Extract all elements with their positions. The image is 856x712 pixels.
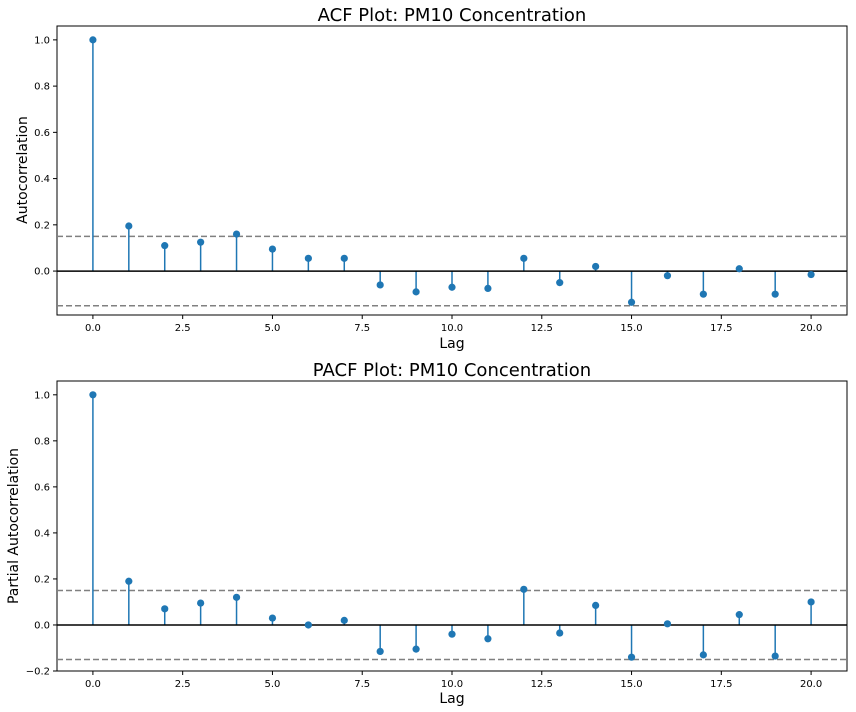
pacf-xtick-label: 10.0 [441, 679, 463, 690]
acf-marker-lag-14 [592, 262, 600, 271]
pacf-marker-lag-7 [340, 616, 348, 624]
acf-xtick-label: 2.5 [175, 323, 191, 334]
acf-ytick-label: 0.4 [34, 174, 50, 185]
acf-ytick-label: 0.2 [34, 220, 50, 231]
pacf-ylabel: Partial Autocorrelation [6, 448, 22, 604]
pacf-ytick-label: 0.0 [34, 620, 50, 631]
acf-marker-lag-13 [556, 279, 564, 287]
acf-marker-lag-18 [735, 265, 743, 273]
pacf-marker-lag-15 [627, 653, 636, 661]
acf-marker-lag-8 [376, 281, 384, 289]
pacf-marker-lag-18 [735, 611, 743, 619]
pacf-panel: PACF Plot: PM10 Concentration Lag Partia… [6, 360, 848, 707]
pacf-marker-lag-3 [197, 599, 205, 607]
pacf-xtick-label: 17.5 [710, 679, 732, 690]
pacf-marker-lag-2 [161, 605, 169, 613]
acf-title: ACF Plot: PM10 Concentration [318, 5, 587, 26]
pacf-marker-lag-16 [663, 620, 672, 628]
acf-xtick-label: 12.5 [531, 323, 553, 334]
pacf-xtick-label: 2.5 [175, 679, 191, 690]
acf-panel: ACF Plot: PM10 Concentration Lag Autocor… [15, 5, 848, 352]
acf-marker-lag-12 [520, 254, 528, 262]
acf-marker-lag-7 [340, 254, 348, 262]
acf-ytick-label: 1.0 [34, 35, 50, 46]
pacf-plot-area: 0.0 2.5 5.0 7.5 10.0 12.5 15.0 17.5 20.0 −0.2 0.0 0… [26, 390, 847, 690]
pacf-marker-lag-13 [556, 629, 564, 637]
pacf-marker-lag-4 [232, 593, 241, 601]
pacf-ytick-label: 0.2 [34, 574, 50, 585]
acf-marker-lag-16 [663, 272, 672, 280]
acf-marker-lag-11 [484, 284, 492, 293]
pacf-ytick-label: 1.0 [34, 390, 50, 401]
pacf-xtick-label: 0.0 [85, 679, 101, 690]
acf-ytick-label: 0.0 [34, 267, 50, 278]
acf-xtick-label: 5.0 [265, 323, 281, 334]
acf-marker-lag-20 [807, 270, 815, 279]
acf-marker-lag-2 [161, 242, 169, 250]
acf-marker-lag-17 [699, 290, 707, 298]
acf-xlabel: Lag [439, 336, 464, 352]
acf-ytick-label: 0.8 [34, 82, 50, 93]
acf-ytick-label: 0.6 [34, 128, 50, 139]
pacf-marker-lag-8 [376, 647, 384, 656]
acf-marker-lag-4 [232, 230, 241, 238]
acf-marker-lag-1 [125, 222, 133, 230]
pacf-marker-lag-9 [412, 645, 420, 653]
pacf-marker-lag-19 [771, 652, 779, 660]
pacf-xtick-label: 15.0 [620, 679, 642, 690]
pacf-ytick-label: 0.8 [34, 436, 50, 447]
acf-xtick-label: 15.0 [620, 323, 642, 334]
pacf-xtick-label: 7.5 [354, 679, 370, 690]
acf-marker-lag-9 [412, 288, 420, 296]
acf-xtick-label: 10.0 [441, 323, 463, 334]
acf-xtick-label: 17.5 [710, 323, 732, 334]
pacf-title: PACF Plot: PM10 Concentration [313, 360, 591, 381]
acf-marker-lag-0 [89, 36, 97, 44]
acf-xtick-label: 20.0 [800, 323, 822, 334]
acf-xtick-label: 0.0 [85, 323, 101, 334]
pacf-marker-lag-1 [125, 577, 133, 585]
acf-marker-lag-3 [197, 238, 205, 246]
acf-ylabel: Autocorrelation [15, 116, 31, 224]
acf-xtick-label: 7.5 [354, 323, 370, 334]
acf-marker-lag-19 [771, 290, 779, 298]
pacf-xtick-label: 12.5 [531, 679, 553, 690]
acf-marker-lag-15 [627, 298, 636, 306]
pacf-marker-lag-14 [592, 601, 600, 610]
acf-marker-lag-6 [304, 254, 312, 262]
pacf-ytick-label: 0.4 [34, 528, 50, 539]
acf-plot-area: 0.0 2.5 5.0 7.5 10.0 12.5 15.0 17.5 20.0 0.0 0.2 0.… [34, 35, 847, 334]
pacf-marker-lag-10 [448, 630, 456, 638]
pacf-marker-lag-12 [520, 585, 528, 593]
pacf-ytick-label: −0.2 [26, 667, 50, 678]
acf-marker-lag-5 [268, 245, 277, 253]
pacf-xlabel: Lag [439, 691, 464, 707]
acf-marker-lag-10 [448, 283, 456, 291]
pacf-marker-lag-20 [807, 598, 815, 606]
pacf-marker-lag-17 [699, 651, 707, 659]
pacf-xtick-label: 20.0 [800, 679, 822, 690]
pacf-marker-lag-11 [484, 635, 492, 643]
pacf-marker-lag-0 [89, 391, 97, 399]
pacf-marker-lag-5 [268, 614, 277, 622]
pacf-ytick-label: 0.6 [34, 482, 50, 493]
pacf-xtick-label: 5.0 [265, 679, 281, 690]
pacf-marker-lag-6 [304, 621, 312, 629]
